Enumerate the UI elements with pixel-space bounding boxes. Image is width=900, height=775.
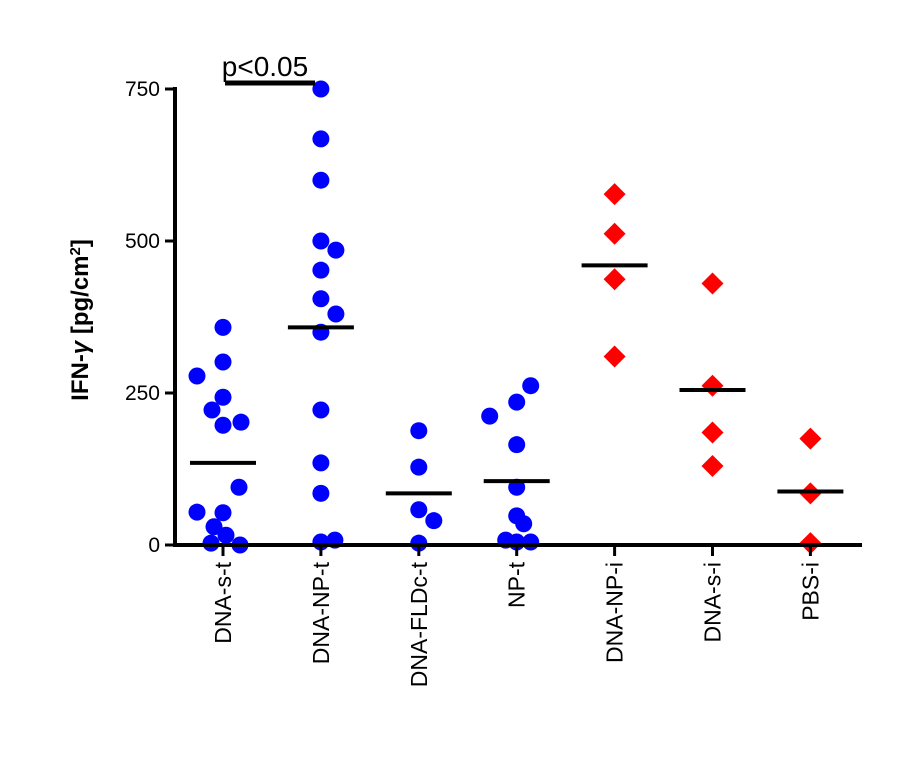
x-tick-label: DNA-FLDc-t: [406, 561, 432, 687]
significance-label: p<0.05: [222, 51, 308, 82]
y-ticks: 0 250 500 750: [125, 78, 175, 557]
data-point: [312, 401, 330, 419]
data-point: [312, 290, 330, 308]
y-tick-label: 0: [148, 534, 160, 557]
data-point: [203, 401, 221, 419]
x-tick-label: DNA-NP-t: [308, 561, 334, 664]
data-point: [799, 427, 822, 450]
x-tick-label: NP-t: [504, 561, 530, 608]
data-point: [327, 241, 345, 259]
data-point: [217, 526, 235, 544]
data-point: [312, 484, 330, 502]
data-marks: [188, 80, 844, 555]
data-point: [214, 388, 232, 406]
data-point: [701, 421, 724, 444]
x-tick-label: DNA-s-i: [700, 562, 726, 643]
x-tick-label: DNA-s-t: [210, 561, 236, 643]
data-point: [188, 367, 206, 385]
data-point: [701, 454, 724, 477]
data-point: [410, 501, 428, 519]
data-point: [327, 305, 345, 323]
data-point: [214, 504, 232, 522]
y-axis-label: IFN-γ [pg/cm2]: [67, 239, 95, 401]
x-ticks: DNA-s-t DNA-NP-t DNA-FLDc-t NP-t DNA-NP-i DNA…: [210, 545, 823, 687]
data-point: [603, 183, 626, 206]
data-point: [508, 436, 526, 454]
data-point: [410, 422, 428, 440]
data-point: [603, 222, 626, 245]
data-point: [603, 345, 626, 368]
data-point: [230, 478, 248, 496]
data-point: [410, 458, 428, 476]
data-point: [312, 454, 330, 472]
data-point: [481, 407, 499, 425]
x-tick-label: PBS-i: [797, 562, 823, 621]
data-point: [214, 416, 232, 434]
data-point: [312, 232, 330, 250]
data-point: [214, 318, 232, 336]
data-point: [515, 515, 533, 533]
data-point: [312, 171, 330, 189]
data-point: [603, 268, 626, 291]
data-point: [205, 518, 223, 536]
data-point: [508, 393, 526, 411]
data-point: [214, 353, 232, 371]
data-point: [701, 272, 724, 295]
data-point: [522, 533, 540, 551]
y-tick-label: 750: [125, 78, 160, 101]
data-point: [425, 512, 443, 530]
data-point: [312, 80, 330, 98]
data-point: [701, 374, 724, 397]
x-tick-label: DNA-NP-i: [602, 562, 628, 663]
y-tick-label: 250: [125, 382, 160, 405]
data-point: [522, 377, 540, 395]
y-tick-label: 500: [125, 230, 160, 253]
data-point: [188, 503, 206, 521]
data-point: [232, 413, 250, 431]
data-point: [312, 130, 330, 148]
data-point: [312, 261, 330, 279]
